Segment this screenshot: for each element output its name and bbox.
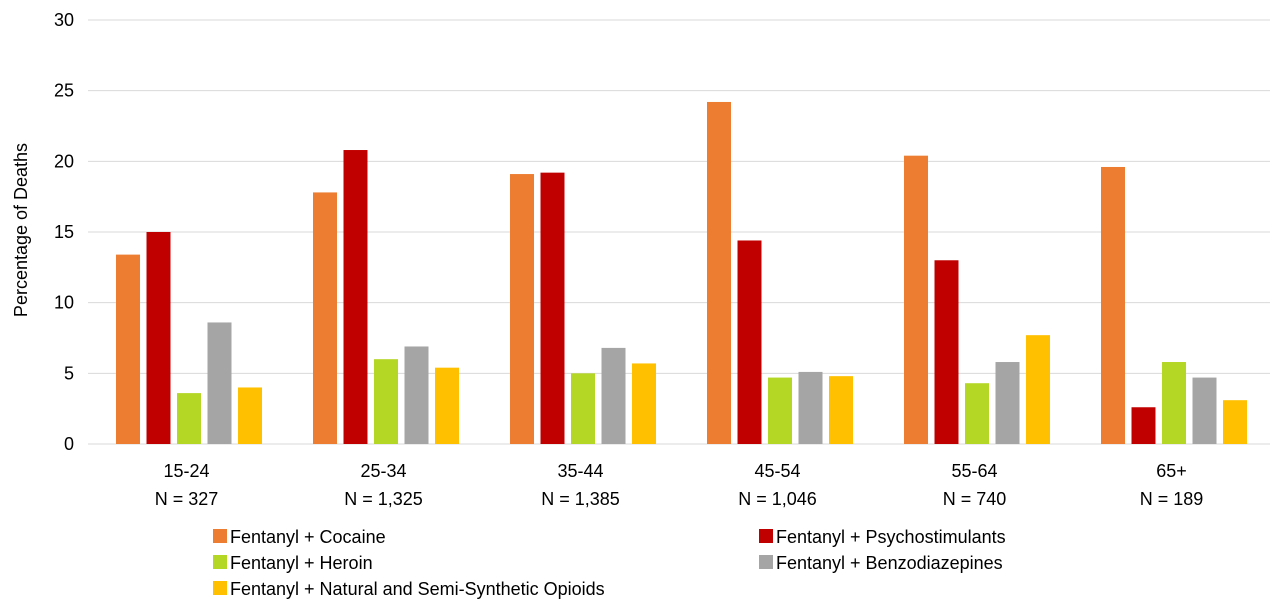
bar [207,322,232,444]
legend-swatch [759,529,773,543]
bar [116,254,140,444]
bar [904,155,928,444]
y-tick-label: 5 [64,363,74,383]
bar [1223,400,1247,444]
bar [934,260,959,444]
bars [116,101,1247,445]
bar [238,387,262,444]
bar [177,393,201,444]
bar [1192,377,1217,444]
x-category-sublabel: N = 740 [943,489,1007,509]
bar [571,373,595,444]
bar [1131,407,1156,444]
bar [146,232,171,444]
x-category-label: 35-44 [557,461,603,481]
legend: Fentanyl + Cocaine Fentanyl + Psychostimu… [213,527,1006,599]
x-category-sublabel: N = 1,046 [738,489,817,509]
bar [313,192,337,444]
bar [601,347,626,444]
y-tick-label: 15 [54,222,74,242]
x-category-sublabel: N = 1,385 [541,489,620,509]
bar [1026,335,1050,444]
bar [965,383,989,444]
bar [435,367,459,444]
bar [1101,166,1125,444]
bar [737,240,762,444]
bar [510,174,534,444]
bar [707,101,731,445]
legend-label: Fentanyl + Psychostimulants [776,527,1006,547]
legend-label: Fentanyl + Cocaine [230,527,386,547]
x-category-sublabel: N = 189 [1140,489,1204,509]
bar [995,362,1020,444]
bar [374,359,398,444]
x-category-label: 45-54 [754,461,800,481]
y-tick-label: 10 [54,293,74,313]
bar [343,150,368,444]
gridlines [88,19,1270,445]
bar [798,371,823,444]
legend-swatch [759,555,773,569]
bar [1162,362,1186,444]
bar [540,172,565,444]
y-tick-label: 25 [54,81,74,101]
x-category-label: 25-34 [360,461,406,481]
y-tick-label: 30 [54,10,74,30]
bar [404,346,429,444]
legend-label: Fentanyl + Natural and Semi-Synthetic Op… [230,579,605,599]
x-category-label: 55-64 [951,461,997,481]
legend-swatch [213,555,227,569]
y-axis-title: Percentage of Deaths [11,143,31,317]
legend-swatch [213,529,227,543]
legend-label: Fentanyl + Heroin [230,553,373,573]
bar [632,363,656,444]
bar [768,377,792,444]
x-category-sublabel: N = 327 [155,489,219,509]
legend-label: Fentanyl + Benzodiazepines [776,553,1003,573]
y-tick-label: 0 [64,434,74,454]
legend-swatch [213,581,227,595]
y-axis-ticks: 0 5 10 15 20 25 30 [54,10,74,454]
bar [829,376,853,444]
x-axis-categories: 15-24 N = 327 25-34 N = 1,325 35-44 N = 1,385… [155,461,1204,509]
x-category-sublabel: N = 1,325 [344,489,423,509]
x-category-label: 65+ [1156,461,1187,481]
x-category-label: 15-24 [163,461,209,481]
y-tick-label: 20 [54,151,74,171]
